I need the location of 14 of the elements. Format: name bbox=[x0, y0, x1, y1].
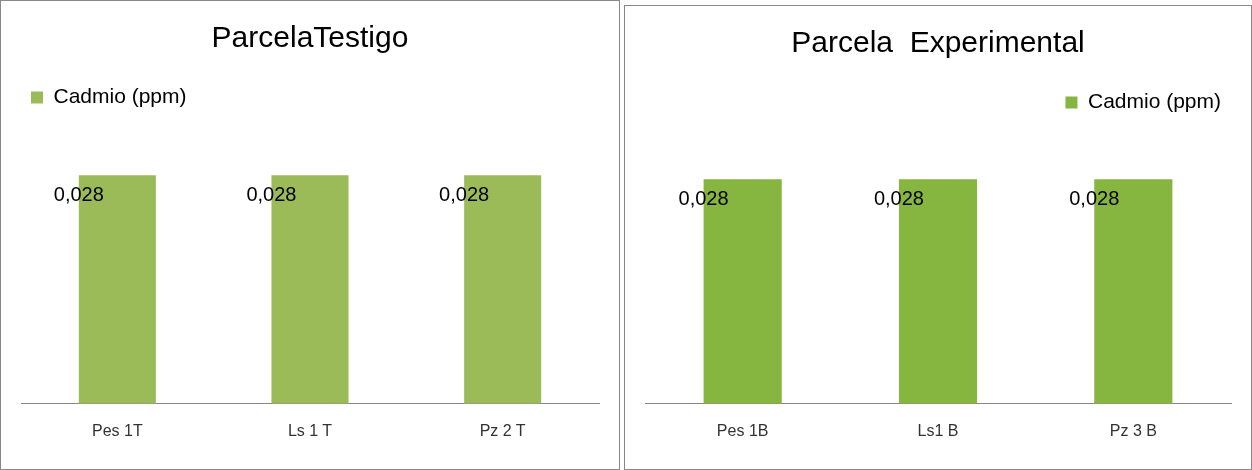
data-label: 0,028 bbox=[678, 186, 729, 209]
x-tick-label: Pz 2 T bbox=[479, 421, 526, 439]
data-label: 0,028 bbox=[246, 182, 297, 205]
x-tick-label: Pes 1B bbox=[716, 421, 769, 439]
chart-title: Parcela Experimental bbox=[791, 25, 1085, 59]
x-tick-label: Ls1 B bbox=[917, 421, 959, 439]
legend-label: Cadmio (ppm) bbox=[1087, 89, 1222, 113]
data-label: 0,028 bbox=[439, 182, 490, 205]
legend-label: Cadmio (ppm) bbox=[53, 84, 187, 108]
chart-title: ParcelaTestigo bbox=[211, 20, 409, 54]
x-tick-label: Ls 1 T bbox=[287, 421, 333, 439]
data-label: 0,028 bbox=[53, 182, 104, 205]
x-tick-label: Pz 3 B bbox=[1109, 421, 1157, 439]
x-tick-label: Pes 1T bbox=[91, 421, 143, 439]
